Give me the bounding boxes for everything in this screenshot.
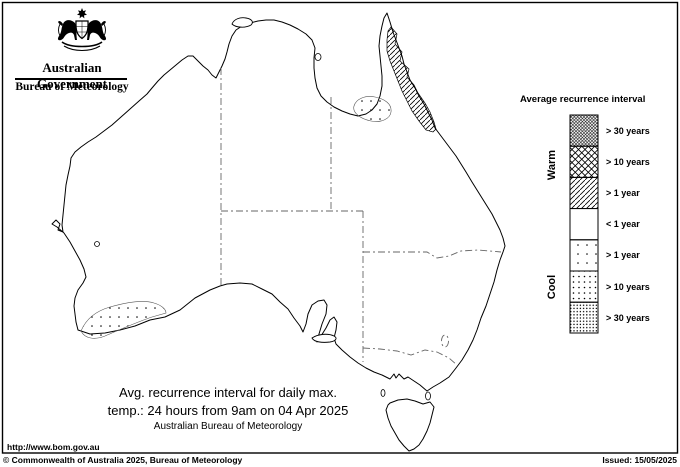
map-title-line2: temp.: 24 hours from 9am on 04 Apr 2025	[107, 403, 349, 418]
flinders-island	[425, 391, 431, 401]
logo-divider	[15, 78, 127, 80]
coat-of-arms-icon	[57, 8, 107, 52]
legend-cool-label: Cool	[546, 274, 558, 300]
kangaroo-island	[311, 333, 337, 343]
legend-item-cool-1y: > 1 year	[606, 250, 640, 260]
bureau-title: Bureau of Meteorology	[15, 81, 129, 93]
page-frame	[1, 1, 679, 454]
legend-item-cool-10y: > 10 years	[606, 282, 650, 292]
legend-item-warm-10y: > 10 years	[606, 157, 650, 167]
legend-bar	[569, 114, 599, 334]
bom-url: http://www.bom.gov.au	[7, 442, 100, 452]
king-island	[380, 389, 386, 397]
copyright-text: © Commonwealth of Australia 2025, Bureau…	[3, 455, 243, 465]
australia-coastline	[51, 12, 506, 392]
region-capeyork-warm	[386, 26, 437, 133]
issued-date: Issued: 15/05/2025	[602, 455, 677, 465]
region-gulf-cool	[353, 96, 392, 122]
lake-marker	[94, 241, 100, 247]
tasmania-coastline	[385, 398, 435, 452]
legend-item-cool-30y: > 30 years	[606, 313, 650, 323]
legend-title: Average recurrence interval	[520, 94, 646, 105]
legend-warm-label: Warm	[546, 149, 558, 181]
legend-item-warm-1y: > 1 year	[606, 188, 640, 198]
region-southwest-cool	[80, 301, 167, 339]
map-title-block: Avg. recurrence interval for daily max. …	[60, 384, 396, 433]
state-borders	[220, 68, 502, 366]
legend-item-warm-30y: > 30 years	[606, 126, 650, 136]
legend-item-lt-1y: < 1 year	[606, 219, 640, 229]
melville-island	[231, 17, 253, 28]
groote-eylandt	[314, 53, 322, 61]
map-title-line3: Australian Bureau of Meteorology	[153, 421, 303, 432]
map-title-line1: Avg. recurrence interval for daily max.	[119, 385, 337, 400]
